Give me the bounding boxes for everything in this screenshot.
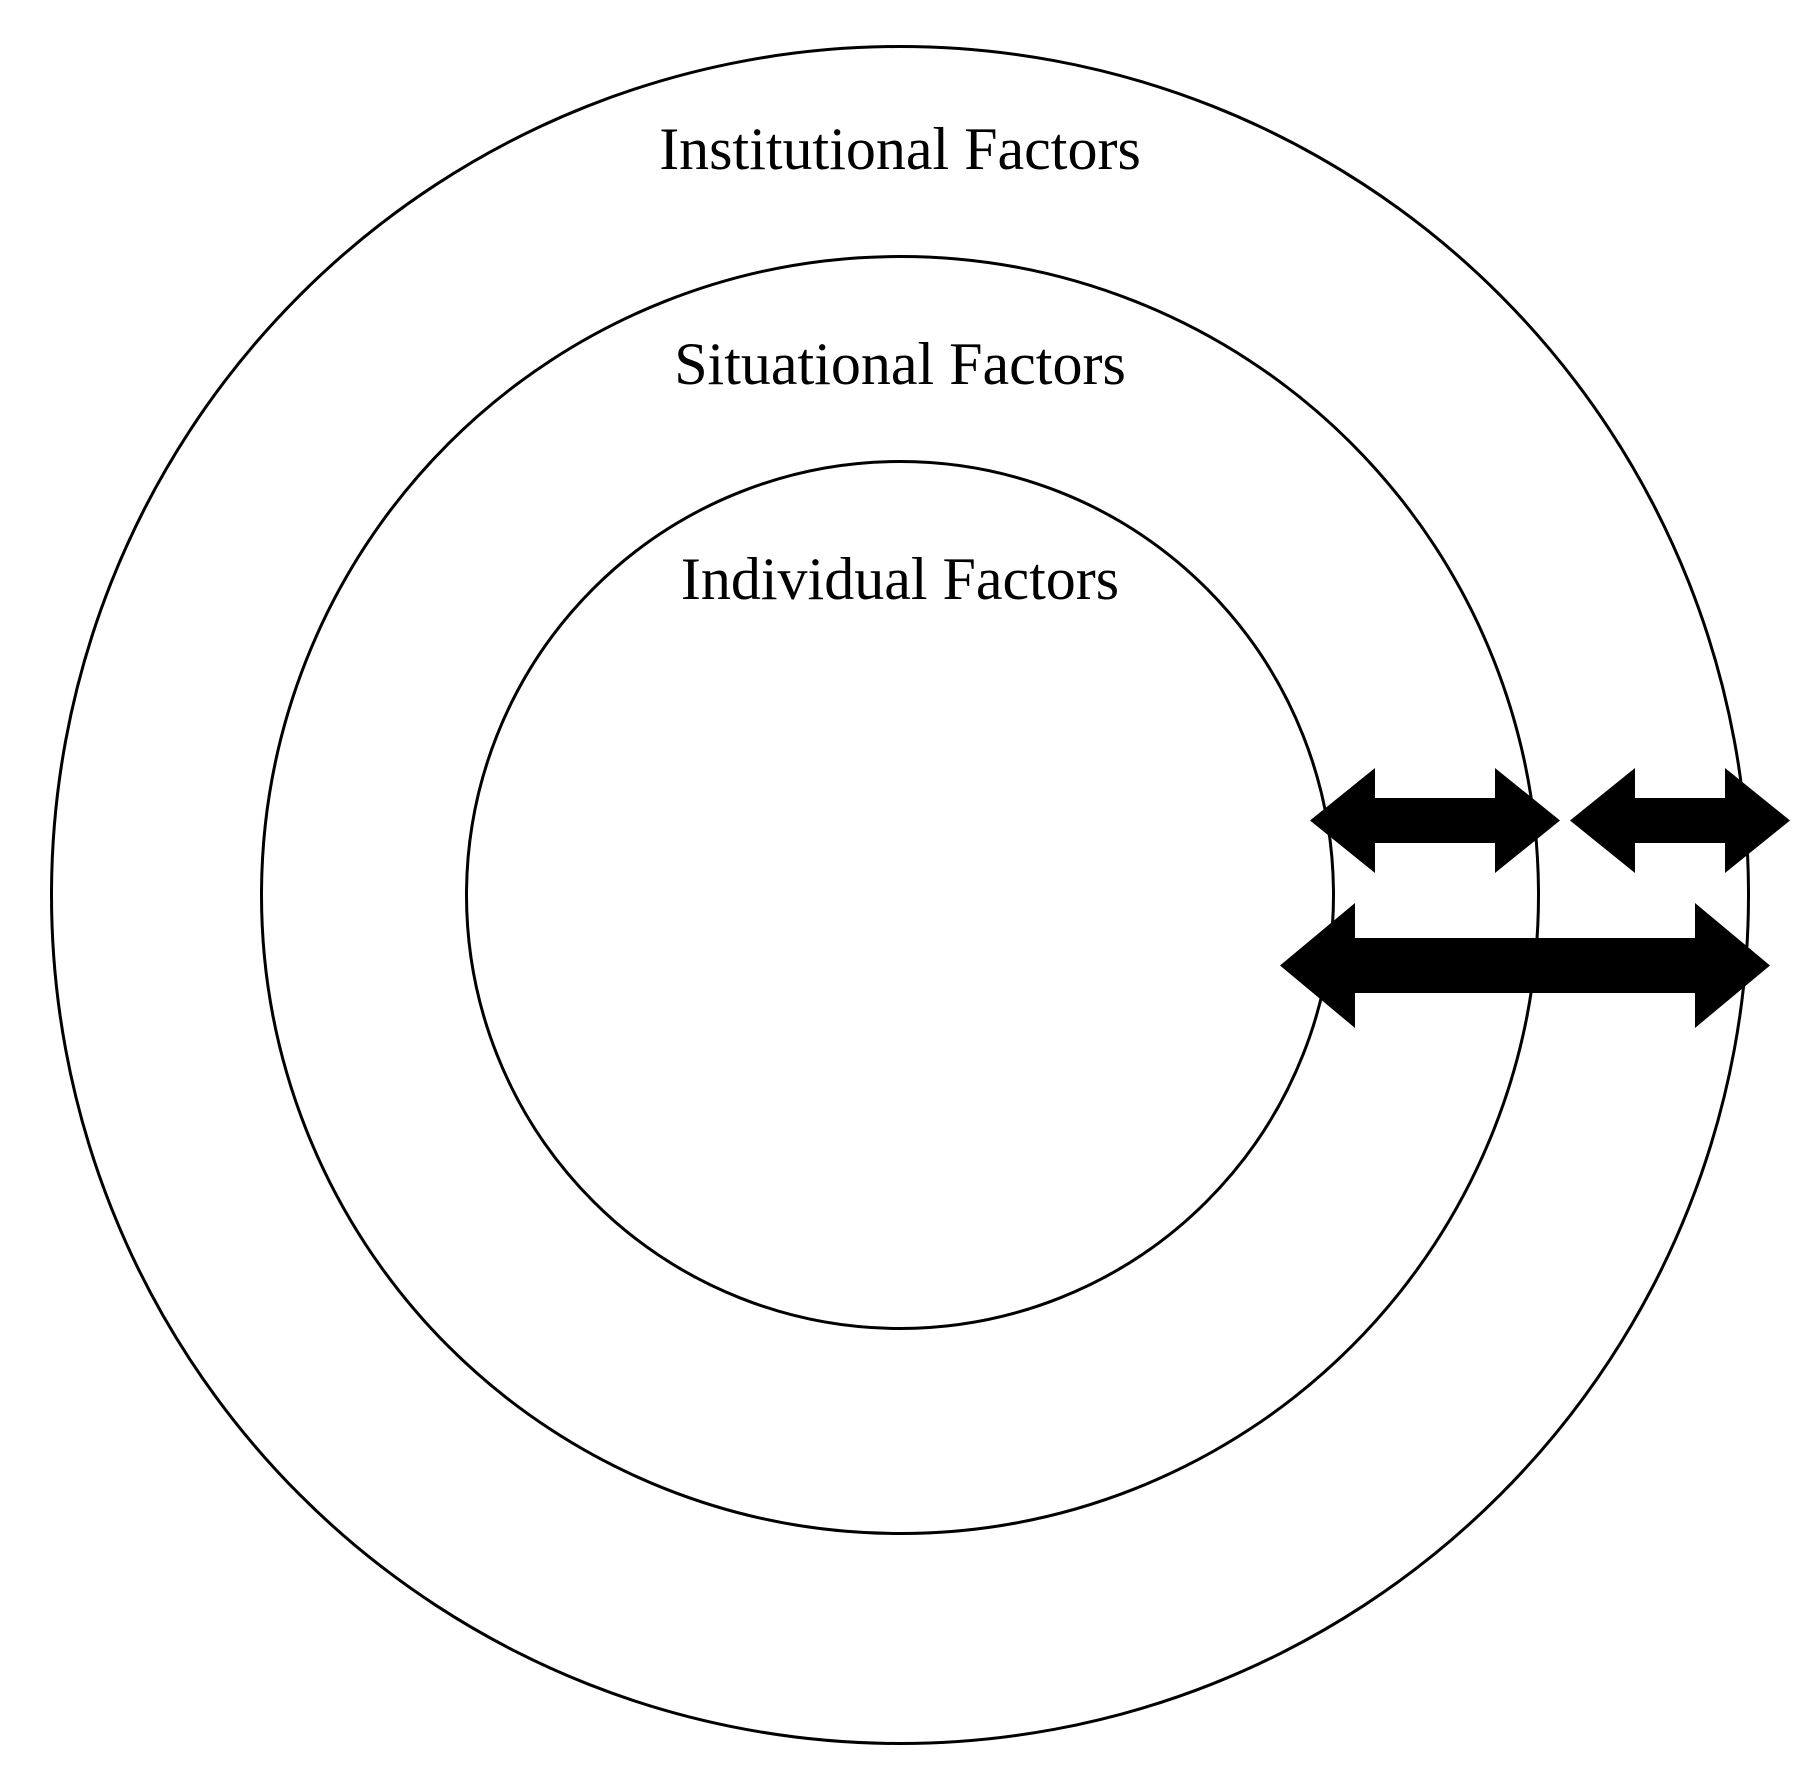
label-institutional-factors: Institutional Factors bbox=[659, 115, 1141, 184]
double-arrow-shape bbox=[1310, 768, 1560, 873]
double-arrow-shape bbox=[1280, 903, 1770, 1028]
label-situational-factors: Situational Factors bbox=[674, 330, 1126, 399]
double-arrow-inner-middle bbox=[1300, 758, 1570, 883]
double-arrow-shape bbox=[1570, 768, 1790, 873]
label-individual-factors: Individual Factors bbox=[681, 545, 1119, 614]
concentric-factors-diagram: Institutional Factors Situational Factor… bbox=[0, 0, 1800, 1791]
double-arrow-middle-outer bbox=[1560, 758, 1800, 883]
double-arrow-inner-outer bbox=[1270, 893, 1780, 1038]
